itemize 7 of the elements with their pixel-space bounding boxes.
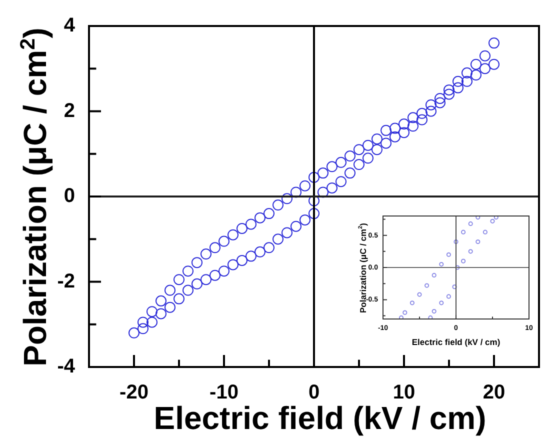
y-tick-label: 2: [64, 100, 75, 122]
x-axis-title: Electric field (kV / cm): [412, 336, 500, 347]
x-tick-label: -20: [120, 382, 148, 404]
y-tick-label: 0: [64, 185, 75, 208]
y-tick-label: -2: [57, 270, 75, 292]
y-tick-label: 4: [64, 14, 76, 37]
y-tick-label: -4: [57, 356, 76, 378]
